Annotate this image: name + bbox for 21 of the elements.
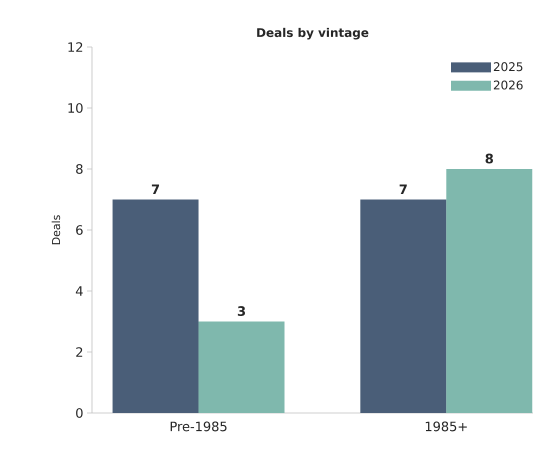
y-tick-label: 6 <box>76 225 83 235</box>
y-tick-label: 2 <box>76 347 82 357</box>
data-label: 7 <box>152 184 160 194</box>
y-tick-label: 8 <box>76 164 83 174</box>
bar <box>112 199 199 413</box>
data-label: 8 <box>486 154 493 164</box>
chart-title: Deals by vintage <box>257 28 368 40</box>
data-label: 7 <box>400 184 407 194</box>
x-tick-label: Pre-1985 <box>170 422 227 432</box>
data-label: 3 <box>238 306 245 316</box>
y-tick-label: 0 <box>76 408 83 418</box>
y-tick-label: 10 <box>68 103 83 113</box>
bar <box>446 168 532 413</box>
y-tick-label: 12 <box>68 42 82 52</box>
bar <box>198 321 285 413</box>
legend-label: 2026 <box>494 80 523 90</box>
y-axis-title: Deals <box>52 215 60 244</box>
legend-label: 2025 <box>494 62 522 72</box>
bar <box>360 199 446 413</box>
y-tick-label: 4 <box>76 286 83 296</box>
x-tick-label: 1985+ <box>426 422 467 432</box>
